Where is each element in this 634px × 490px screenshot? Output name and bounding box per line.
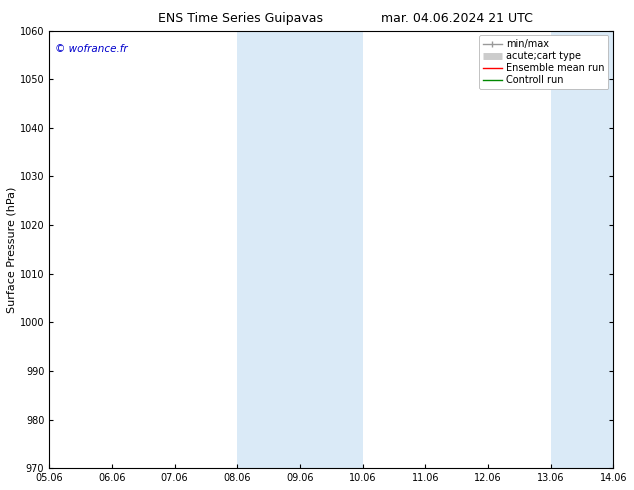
Text: ENS Time Series Guipavas: ENS Time Series Guipavas [158, 12, 323, 25]
Legend: min/max, acute;cart type, Ensemble mean run, Controll run: min/max, acute;cart type, Ensemble mean … [479, 35, 609, 89]
Text: mar. 04.06.2024 21 UTC: mar. 04.06.2024 21 UTC [380, 12, 533, 25]
Bar [237, 30, 300, 468]
Bar [550, 30, 582, 468]
Text: © wofrance.fr: © wofrance.fr [55, 44, 127, 54]
Bar [582, 30, 613, 468]
Y-axis label: Surface Pressure (hPa): Surface Pressure (hPa) [7, 186, 17, 313]
Bar [300, 30, 363, 468]
